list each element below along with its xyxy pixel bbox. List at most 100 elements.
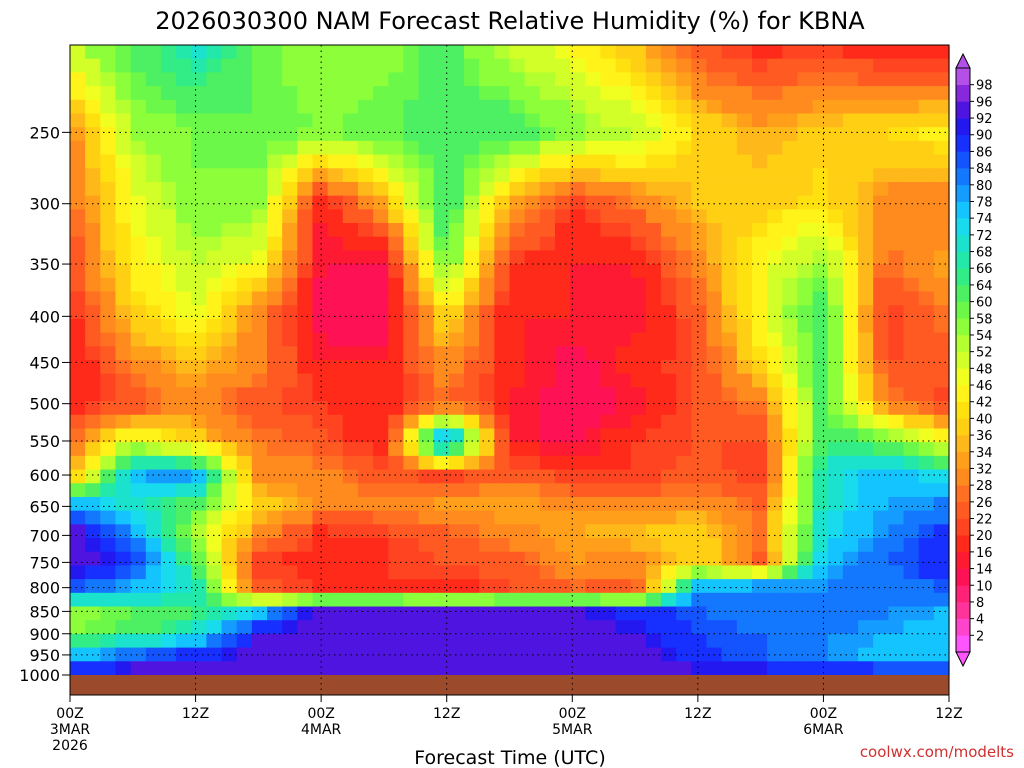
heatmap-cell: [661, 606, 677, 621]
heatmap-cell: [145, 414, 162, 430]
heatmap-cell: [145, 606, 162, 621]
heatmap-cell: [858, 510, 874, 525]
heatmap-cell: [615, 414, 632, 430]
heatmap-cell: [479, 45, 495, 60]
colorbar-swatch: [956, 385, 970, 403]
heatmap-cell: [827, 373, 844, 388]
heatmap-cell: [600, 346, 617, 361]
heatmap-cell: [145, 236, 162, 252]
heatmap-cell: [918, 551, 935, 567]
heatmap-cell: [615, 565, 632, 580]
heatmap-cell: [176, 72, 192, 87]
heatmap-cell: [85, 318, 101, 334]
heatmap-cell: [524, 469, 541, 484]
heatmap-cell: [373, 373, 389, 388]
heatmap-cell: [464, 277, 480, 293]
heatmap-cell: [842, 72, 859, 87]
heatmap-cell: [509, 620, 526, 635]
heatmap-cell: [812, 428, 829, 443]
heatmap-cell: [615, 72, 632, 87]
heatmap-cell: [933, 387, 950, 402]
heatmap-cell: [782, 620, 799, 635]
heatmap-cell: [85, 305, 101, 320]
heatmap-cell: [918, 401, 935, 416]
heatmap-cell: [888, 661, 905, 676]
heatmap-cell: [267, 592, 283, 608]
heatmap-cell: [357, 469, 374, 484]
heatmap-cell: [464, 510, 480, 525]
heatmap-cell: [933, 86, 950, 101]
heatmap-cell: [539, 318, 556, 334]
heatmap-cell: [554, 181, 571, 197]
heatmap-cell: [70, 168, 86, 183]
heatmap-cell: [130, 620, 147, 635]
colorbar-label: 92: [976, 112, 993, 127]
heatmap-cell: [827, 565, 844, 580]
heatmap-cell: [600, 647, 617, 662]
heatmap-cell: [267, 551, 283, 567]
heatmap-cell: [782, 524, 799, 539]
heatmap-cell: [751, 401, 768, 416]
heatmap-cell: [418, 455, 435, 471]
heatmap-cell: [736, 428, 753, 443]
heatmap-cell: [676, 86, 692, 101]
heatmap-cell: [312, 264, 329, 279]
heatmap-cell: [297, 264, 314, 279]
heatmap-cell: [479, 332, 495, 347]
heatmap-cell: [479, 113, 495, 128]
heatmap-cell: [873, 565, 889, 580]
heatmap-cell: [630, 99, 647, 115]
heatmap-cell: [858, 565, 874, 580]
heatmap-cell: [645, 401, 662, 416]
heatmap-cell: [494, 360, 511, 375]
heatmap-cell: [721, 551, 738, 567]
heatmap-cell: [236, 195, 253, 210]
heatmap-cell: [918, 483, 935, 498]
heatmap-cell: [448, 223, 465, 238]
heatmap-cell: [933, 236, 950, 252]
heatmap-cell: [585, 661, 602, 676]
heatmap-cell: [933, 318, 950, 334]
heatmap-cell: [736, 510, 753, 525]
colorbar-swatch: [956, 368, 970, 386]
heatmap-cell: [297, 401, 314, 416]
heatmap-cell: [842, 250, 859, 265]
heatmap-cell: [251, 99, 268, 115]
heatmap-cell: [751, 140, 768, 156]
heatmap-cell: [100, 360, 117, 375]
heatmap-cell: [661, 291, 677, 306]
heatmap-cell: [388, 113, 405, 128]
heatmap-cell: [751, 236, 768, 252]
heatmap-cell: [221, 538, 238, 553]
heatmap-cell: [176, 414, 192, 430]
heatmap-cell: [327, 510, 344, 525]
heatmap-cell: [570, 277, 586, 293]
heatmap-cell: [524, 318, 541, 334]
heatmap-cell: [70, 428, 86, 443]
heatmap-cell: [418, 647, 435, 662]
heatmap-cell: [70, 483, 86, 498]
heatmap-cell: [767, 592, 783, 608]
heatmap-cell: [130, 291, 147, 306]
heatmap-cell: [282, 168, 298, 183]
heatmap-cell: [539, 264, 556, 279]
colorbar-swatch: [956, 234, 970, 252]
heatmap-cell: [827, 264, 844, 279]
heatmap-cell: [827, 620, 844, 635]
heatmap-cell: [782, 195, 799, 210]
heatmap-cell: [312, 401, 329, 416]
heatmap-cell: [130, 99, 147, 115]
heatmap-cell: [191, 181, 207, 197]
heatmap-cell: [570, 58, 586, 73]
heatmap-cell: [585, 332, 602, 347]
heatmap-cell: [191, 277, 207, 293]
heatmap-cell: [888, 510, 905, 525]
heatmap-cell: [600, 551, 617, 567]
heatmap-cell: [706, 661, 723, 676]
heatmap-cell: [661, 127, 677, 142]
heatmap-cell: [858, 606, 874, 621]
heatmap-cell: [933, 360, 950, 375]
heatmap-cell: [312, 236, 329, 252]
heatmap-cell: [236, 113, 253, 128]
